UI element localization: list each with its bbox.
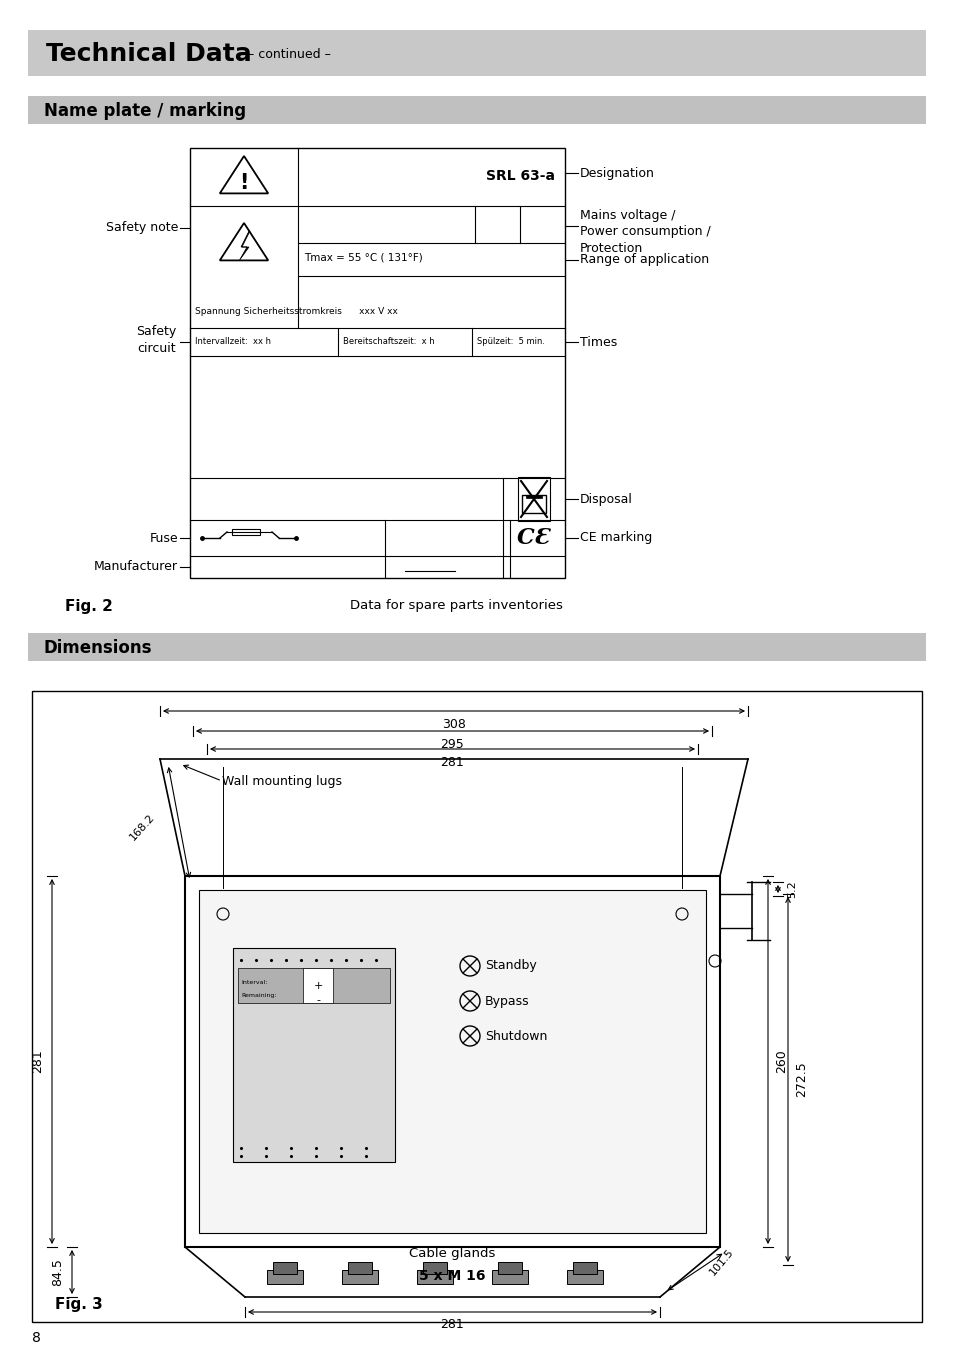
Bar — [267, 1270, 303, 1284]
Text: !: ! — [239, 173, 249, 193]
Text: Data for spare parts inventories: Data for spare parts inventories — [350, 599, 562, 613]
Bar — [573, 1262, 597, 1274]
Bar — [28, 96, 925, 124]
Text: 281: 281 — [440, 1319, 464, 1331]
Bar — [303, 968, 333, 1003]
Text: Bypass: Bypass — [484, 995, 529, 1007]
Text: 84.5: 84.5 — [51, 1258, 65, 1287]
Text: Name plate / marking: Name plate / marking — [44, 103, 246, 120]
Text: +: + — [313, 981, 322, 991]
Text: circuit: circuit — [137, 342, 175, 355]
Text: 295: 295 — [440, 737, 464, 751]
Polygon shape — [219, 157, 268, 193]
Text: Intervallzeit:  xx h: Intervallzeit: xx h — [194, 338, 271, 347]
Bar — [341, 1270, 377, 1284]
Bar — [190, 148, 564, 578]
Text: 272.5: 272.5 — [795, 1061, 807, 1098]
Text: 281: 281 — [440, 756, 464, 768]
Text: Safety note: Safety note — [106, 221, 178, 235]
Text: CE marking: CE marking — [579, 532, 652, 544]
Text: SRL 63-a: SRL 63-a — [485, 169, 555, 184]
Bar — [566, 1270, 602, 1284]
Text: Fig. 3: Fig. 3 — [55, 1296, 103, 1311]
Bar — [28, 30, 925, 76]
Bar — [422, 1262, 447, 1274]
Text: Mains voltage /: Mains voltage / — [579, 209, 675, 223]
Bar — [416, 1270, 453, 1284]
Text: Times: Times — [579, 336, 617, 348]
Text: Power consumption /: Power consumption / — [579, 225, 710, 239]
Text: -: - — [315, 995, 319, 1004]
Bar — [492, 1270, 527, 1284]
Bar — [517, 477, 550, 521]
Text: Safety: Safety — [135, 325, 175, 339]
Text: 5 x M 16: 5 x M 16 — [418, 1269, 485, 1282]
Text: Fuse: Fuse — [150, 532, 178, 544]
Bar — [525, 495, 541, 498]
Bar — [185, 876, 720, 1247]
Text: Designation: Designation — [579, 166, 654, 180]
Bar — [497, 1262, 521, 1274]
Text: 168.2: 168.2 — [128, 813, 156, 842]
Text: 308: 308 — [441, 717, 465, 730]
Text: Range of application: Range of application — [579, 254, 708, 266]
Text: 260: 260 — [775, 1050, 788, 1073]
Text: Remaining:: Remaining: — [241, 994, 276, 999]
Text: Spülzeit:  5 min.: Spülzeit: 5 min. — [476, 338, 544, 347]
Text: Shutdown: Shutdown — [484, 1030, 547, 1042]
Text: Technical Data: Technical Data — [46, 42, 252, 66]
Text: 8: 8 — [32, 1331, 41, 1345]
Text: 281: 281 — [31, 1050, 45, 1073]
Text: Standby: Standby — [484, 960, 537, 972]
Text: – continued –: – continued – — [240, 47, 331, 61]
Text: Manufacturer: Manufacturer — [94, 560, 178, 574]
Text: Cable glands: Cable glands — [409, 1247, 496, 1261]
Text: Disposal: Disposal — [579, 493, 632, 505]
Text: 101.5: 101.5 — [707, 1246, 735, 1277]
Text: Dimensions: Dimensions — [44, 639, 152, 657]
Bar — [521, 495, 545, 513]
Text: CƐ: CƐ — [517, 526, 550, 549]
Text: Bereitschaftszeit:  x h: Bereitschaftszeit: x h — [343, 338, 435, 347]
Bar — [348, 1262, 372, 1274]
Text: Fig. 2: Fig. 2 — [65, 598, 112, 613]
Bar — [32, 691, 921, 1322]
Text: Wall mounting lugs: Wall mounting lugs — [222, 775, 341, 787]
Text: Spannung Sicherheitsstromkreis      xxx V xx: Spannung Sicherheitsstromkreis xxx V xx — [194, 306, 397, 316]
Text: Tmax = 55 °C ( 131°F): Tmax = 55 °C ( 131°F) — [304, 252, 422, 263]
Polygon shape — [219, 223, 268, 261]
Bar — [232, 529, 260, 535]
Bar — [233, 948, 395, 1162]
Text: 5.2: 5.2 — [786, 880, 796, 898]
Bar — [237, 968, 390, 1003]
Bar — [28, 633, 925, 662]
Bar — [273, 1262, 296, 1274]
Polygon shape — [239, 231, 250, 261]
Bar — [199, 890, 705, 1233]
Text: Interval:: Interval: — [241, 980, 267, 986]
Text: Protection: Protection — [579, 242, 642, 255]
